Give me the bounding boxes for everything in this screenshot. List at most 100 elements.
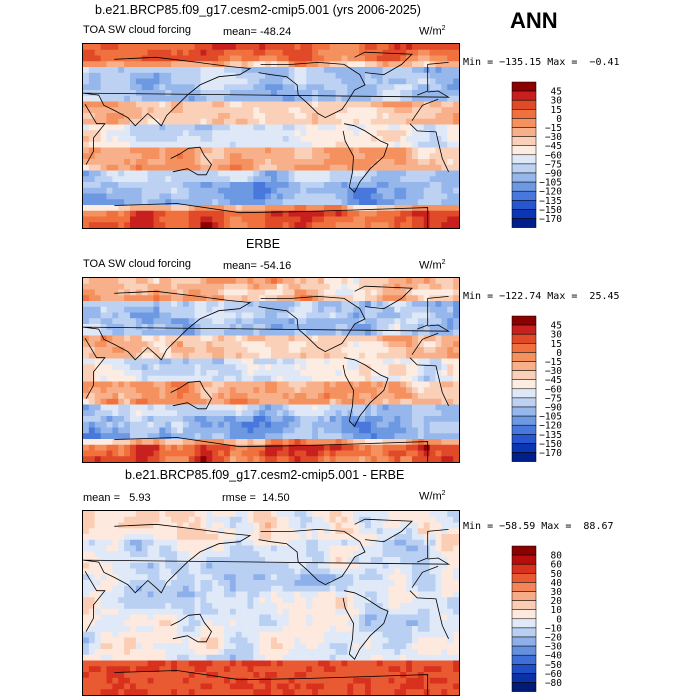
field-cell <box>329 153 337 160</box>
field-cell <box>376 341 384 348</box>
field-cell <box>300 387 307 394</box>
field-cell <box>182 444 190 451</box>
field-cell <box>253 78 260 85</box>
field-cell <box>447 55 454 62</box>
field-cell <box>271 433 278 440</box>
field-cell <box>447 381 454 388</box>
field-cell <box>218 456 225 462</box>
field-cell <box>135 450 143 457</box>
field-cell <box>218 637 225 644</box>
field-cell <box>406 101 413 108</box>
field-cell <box>318 444 325 451</box>
field-cell <box>353 141 360 148</box>
field-cell <box>312 78 319 85</box>
field-cell <box>294 67 301 74</box>
field-cell <box>323 61 331 68</box>
field-cell <box>165 187 172 194</box>
field-cell <box>83 614 90 621</box>
field-cell <box>206 660 213 667</box>
field-cell <box>294 444 301 451</box>
field-cell <box>112 528 119 535</box>
field-cell <box>194 620 201 627</box>
field-cell <box>153 522 160 529</box>
field-cell <box>376 205 384 212</box>
field-cell <box>83 689 90 695</box>
field-cell <box>388 193 395 200</box>
field-cell <box>200 210 207 217</box>
field-cell <box>224 341 231 348</box>
colorbar-box <box>511 109 537 119</box>
field-cell <box>417 216 425 223</box>
field-cell <box>453 210 459 217</box>
field-cell <box>288 147 295 154</box>
field-cell <box>288 283 295 290</box>
field-cell <box>282 358 290 365</box>
field-cell <box>224 118 231 125</box>
field-cell <box>359 329 366 336</box>
field-cell <box>177 539 184 546</box>
field-cell <box>206 170 213 177</box>
field-cell <box>118 113 125 120</box>
field-cell <box>417 318 425 325</box>
field-cell <box>417 404 425 411</box>
field-cell <box>112 159 119 166</box>
field-cell <box>124 511 131 518</box>
field-cell <box>382 170 389 177</box>
field-cell <box>417 301 425 308</box>
field-cell <box>88 107 96 114</box>
field-cell <box>429 130 436 137</box>
field-cell <box>212 107 219 114</box>
field-cell <box>83 364 90 371</box>
field-cell <box>359 153 366 160</box>
field-cell <box>235 95 243 102</box>
field-cell <box>194 660 201 667</box>
field-cell <box>429 283 436 290</box>
field-cell <box>135 147 143 154</box>
field-cell <box>177 637 184 644</box>
field-cell <box>447 404 454 411</box>
field-cell <box>159 637 166 644</box>
field-cell <box>306 312 313 319</box>
field-cell <box>212 49 219 56</box>
field-cell <box>312 216 319 223</box>
field-cell <box>429 101 436 108</box>
field-cell <box>318 101 325 108</box>
field-cell <box>141 352 149 359</box>
field-cell <box>323 44 331 51</box>
field-cell <box>441 164 448 171</box>
field-cell <box>188 295 196 302</box>
field-cell <box>335 370 342 377</box>
field-cell <box>94 159 102 166</box>
field-cell <box>130 136 137 143</box>
field-cell <box>147 95 154 102</box>
field-cell <box>370 456 378 462</box>
field-cell <box>412 49 419 56</box>
field-cell <box>118 136 125 143</box>
field-cell <box>130 421 137 428</box>
field-cell <box>218 511 225 518</box>
field-cell <box>323 216 331 223</box>
field-cell <box>329 44 337 51</box>
field-cell <box>218 562 225 569</box>
field-cell <box>124 439 131 446</box>
field-cell <box>188 67 196 74</box>
field-cell <box>100 516 107 523</box>
field-cell <box>341 358 348 365</box>
field-cell <box>130 649 137 656</box>
field-cell <box>224 124 231 131</box>
field-cell <box>194 528 201 535</box>
field-cell <box>88 626 96 633</box>
field-cell <box>400 107 407 114</box>
field-cell <box>276 433 284 440</box>
field-cell <box>294 159 301 166</box>
field-cell <box>365 107 372 114</box>
field-cell <box>135 562 143 569</box>
field-cell <box>247 153 254 160</box>
field-cell <box>235 375 243 382</box>
field-cell <box>147 375 154 382</box>
field-cell <box>288 95 295 102</box>
field-cell <box>370 410 378 417</box>
field-cell <box>417 170 425 177</box>
field-cell <box>359 136 366 143</box>
field-cell <box>294 182 301 189</box>
